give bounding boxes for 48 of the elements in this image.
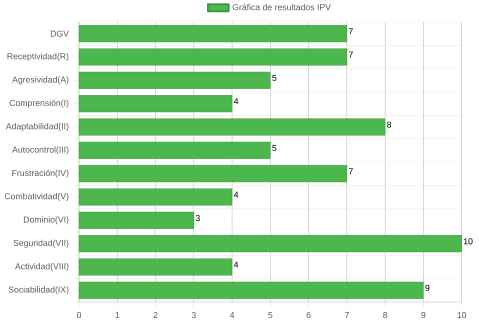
bar (78, 118, 386, 136)
x-tick-label: 0 (76, 312, 82, 318)
y-tick-label: Actividad(VIII) (15, 262, 68, 272)
data-label: 3 (196, 214, 200, 222)
bar (78, 212, 194, 229)
data-label: 7 (348, 168, 353, 174)
data-label: 5 (272, 74, 276, 81)
bar (78, 235, 462, 252)
y-tick-label: DGV (50, 30, 69, 37)
y-tick-label: Comprensión(I) (10, 100, 68, 108)
x-tick-label: 10 (458, 312, 466, 318)
x-tick-label: 7 (344, 312, 349, 318)
bar (78, 48, 348, 66)
x-tick-label: 1 (116, 312, 120, 318)
bar (78, 258, 232, 276)
y-tick-label: Sociabilidad(IX) (8, 286, 68, 294)
y-tick-label: Adaptabilidad(II) (6, 122, 68, 132)
y-tick-label: Frustración(IV) (12, 170, 68, 178)
data-label: 4 (234, 262, 238, 268)
x-tick-label: 4 (230, 312, 234, 318)
bar (78, 165, 348, 182)
x-tick-label: 5 (268, 312, 272, 318)
bar (78, 72, 271, 89)
data-label: 9 (425, 284, 430, 292)
x-tick-label: 6 (306, 312, 311, 318)
y-tick-label: Dominio(VI) (24, 216, 68, 224)
data-label: 7 (348, 28, 353, 34)
data-label: 8 (387, 122, 392, 128)
legend-label: Gráfica de resultados IPV (232, 4, 331, 10)
bar (78, 282, 424, 299)
bar (78, 142, 271, 159)
y-tick-label: Autocontrol(III) (12, 146, 68, 154)
bar (78, 188, 232, 206)
y-tick-label: Combatividad(V) (4, 192, 68, 202)
x-tick-label: 9 (421, 312, 426, 318)
data-label: 5 (272, 144, 276, 151)
y-tick-label: Agresividad(A) (12, 76, 68, 84)
bar (78, 95, 232, 112)
x-tick-label: 2 (154, 312, 158, 318)
y-tick-label: Seguridad(VII) (13, 240, 68, 248)
data-label: 10 (464, 238, 473, 244)
data-label: 7 (348, 52, 353, 58)
data-label: 4 (234, 192, 238, 198)
x-tick-label: 8 (383, 312, 388, 318)
x-tick-label: 3 (192, 312, 196, 318)
bar (78, 25, 348, 42)
data-label: 4 (234, 98, 238, 104)
y-tick-label: Receptividad(R) (8, 52, 68, 62)
